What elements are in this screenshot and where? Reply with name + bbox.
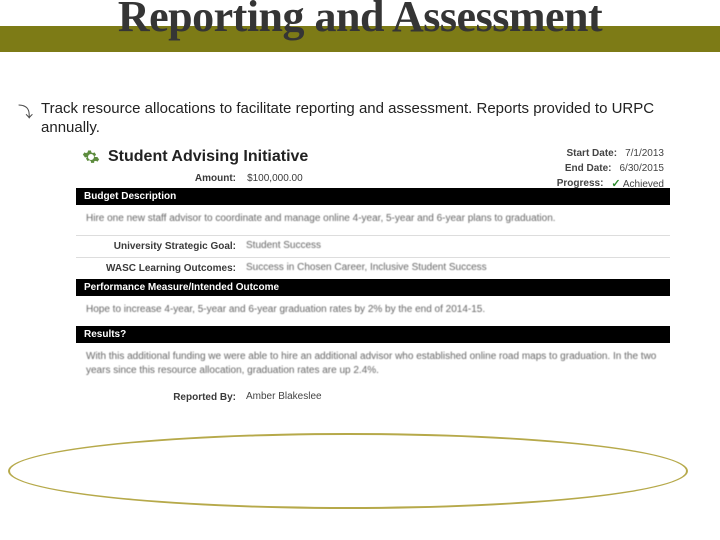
highlight-ellipse [8,433,688,509]
bullet-item: ⤵ Track resource allocations to facilita… [18,100,710,138]
wasc-value: Success in Chosen Career, Inclusive Stud… [246,262,664,275]
results-body: With this additional funding we were abl… [76,343,670,387]
reported-by-value: Amber Blakeslee [246,391,664,404]
end-date-value: 6/30/2015 [620,163,665,174]
progress-value: ✓ Achieved [611,177,664,190]
wasc-label: WASC Learning Outcomes: [82,262,236,275]
progress-text: Achieved [623,179,664,190]
bullet-icon: ⤵ [18,101,33,122]
reported-by-row: Reported By: Amber Blakeslee [76,387,670,408]
end-date-label: End Date: [565,163,612,174]
meta-block: Start Date: 7/1/2013 End Date: 6/30/2015… [557,146,664,191]
initiative-header: Student Advising Initiative Start Date: … [76,144,670,168]
start-date-label: Start Date: [566,148,617,159]
gear-icon [82,148,100,166]
reported-by-label: Reported By: [82,391,236,404]
bullet-text: Track resource allocations to facilitate… [41,100,710,138]
results-heading: Results? [76,326,670,343]
progress-label: Progress: [557,178,604,189]
amount-value: $100,000.00 [247,173,303,184]
performance-body: Hope to increase 4-year, 5-year and 6-ye… [76,296,670,326]
amount-label: Amount: [82,173,236,184]
check-icon: ✓ [611,178,620,190]
slide-title: Reporting and Assessment [0,0,720,40]
strategic-goal-row: University Strategic Goal: Student Succe… [76,236,670,257]
wasc-row: WASC Learning Outcomes: Success in Chose… [76,258,670,279]
strategic-goal-label: University Strategic Goal: [82,240,236,253]
budget-body: Hire one new staff advisor to coordinate… [76,205,670,235]
performance-heading: Performance Measure/Intended Outcome [76,279,670,296]
embedded-screenshot: Student Advising Initiative Start Date: … [76,144,670,408]
start-date-value: 7/1/2013 [625,148,664,159]
strategic-goal-value: Student Success [246,240,664,253]
